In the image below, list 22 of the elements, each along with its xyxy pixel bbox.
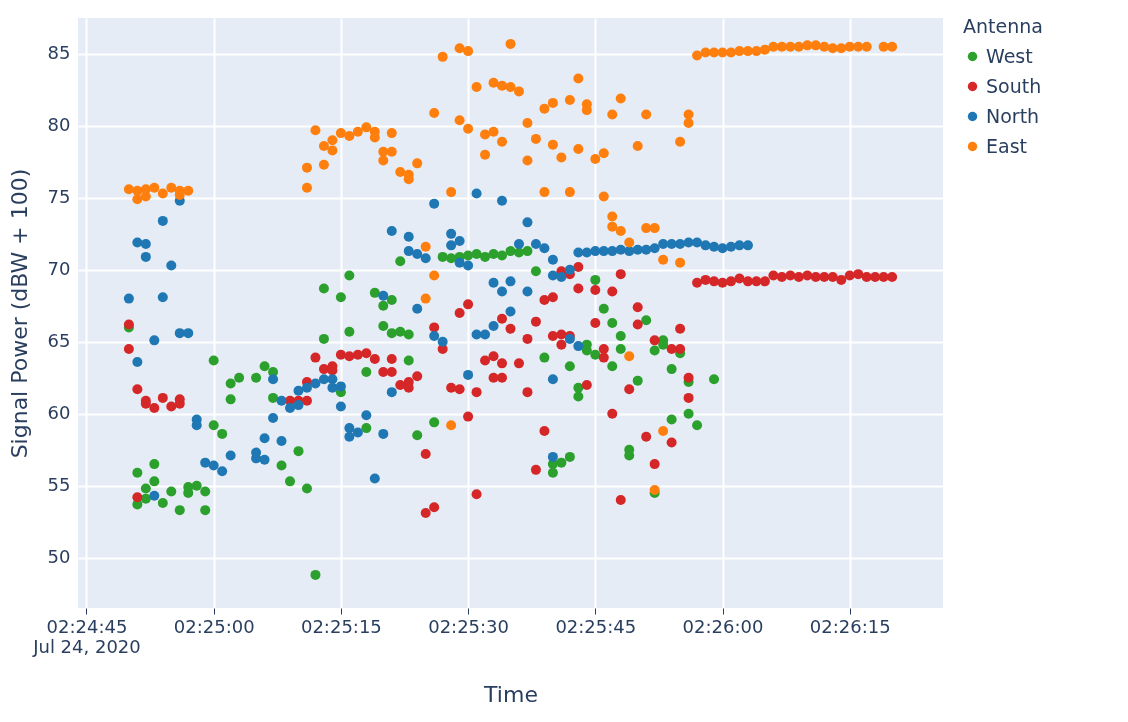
x-tick-label: 02:25:15 <box>300 615 382 637</box>
y-tick-label: 50 <box>47 546 71 568</box>
legend-label: South <box>986 74 1042 97</box>
y-tick-label: 80 <box>47 114 71 136</box>
y-tick-label: 75 <box>47 186 71 208</box>
y-tick-label: 70 <box>47 258 71 280</box>
y-tick-label: 60 <box>47 402 71 424</box>
x-tick-label: 02:25:45 <box>555 615 637 637</box>
x-tick-label: 02:25:30 <box>428 615 510 637</box>
y-tick-label: 85 <box>47 42 71 64</box>
x-tick-label: 02:26:00 <box>682 615 764 637</box>
legend-title: Antenna <box>963 15 1043 37</box>
y-tick-label: 55 <box>47 474 71 496</box>
x-tick-label: 02:26:15 <box>809 615 891 637</box>
x-tick-label: 02:25:00 <box>173 615 255 637</box>
y-axis-title: Signal Power (dBW + 100) <box>6 168 32 459</box>
x-axis-title: Time <box>483 681 538 707</box>
legend-label: North <box>986 104 1040 127</box>
y-tick-label: 65 <box>47 330 71 352</box>
legend-label: West <box>986 44 1033 67</box>
legend-label: East <box>986 134 1027 157</box>
x-tick-label: 02:24:45 Jul 24, 2020 <box>32 615 141 657</box>
